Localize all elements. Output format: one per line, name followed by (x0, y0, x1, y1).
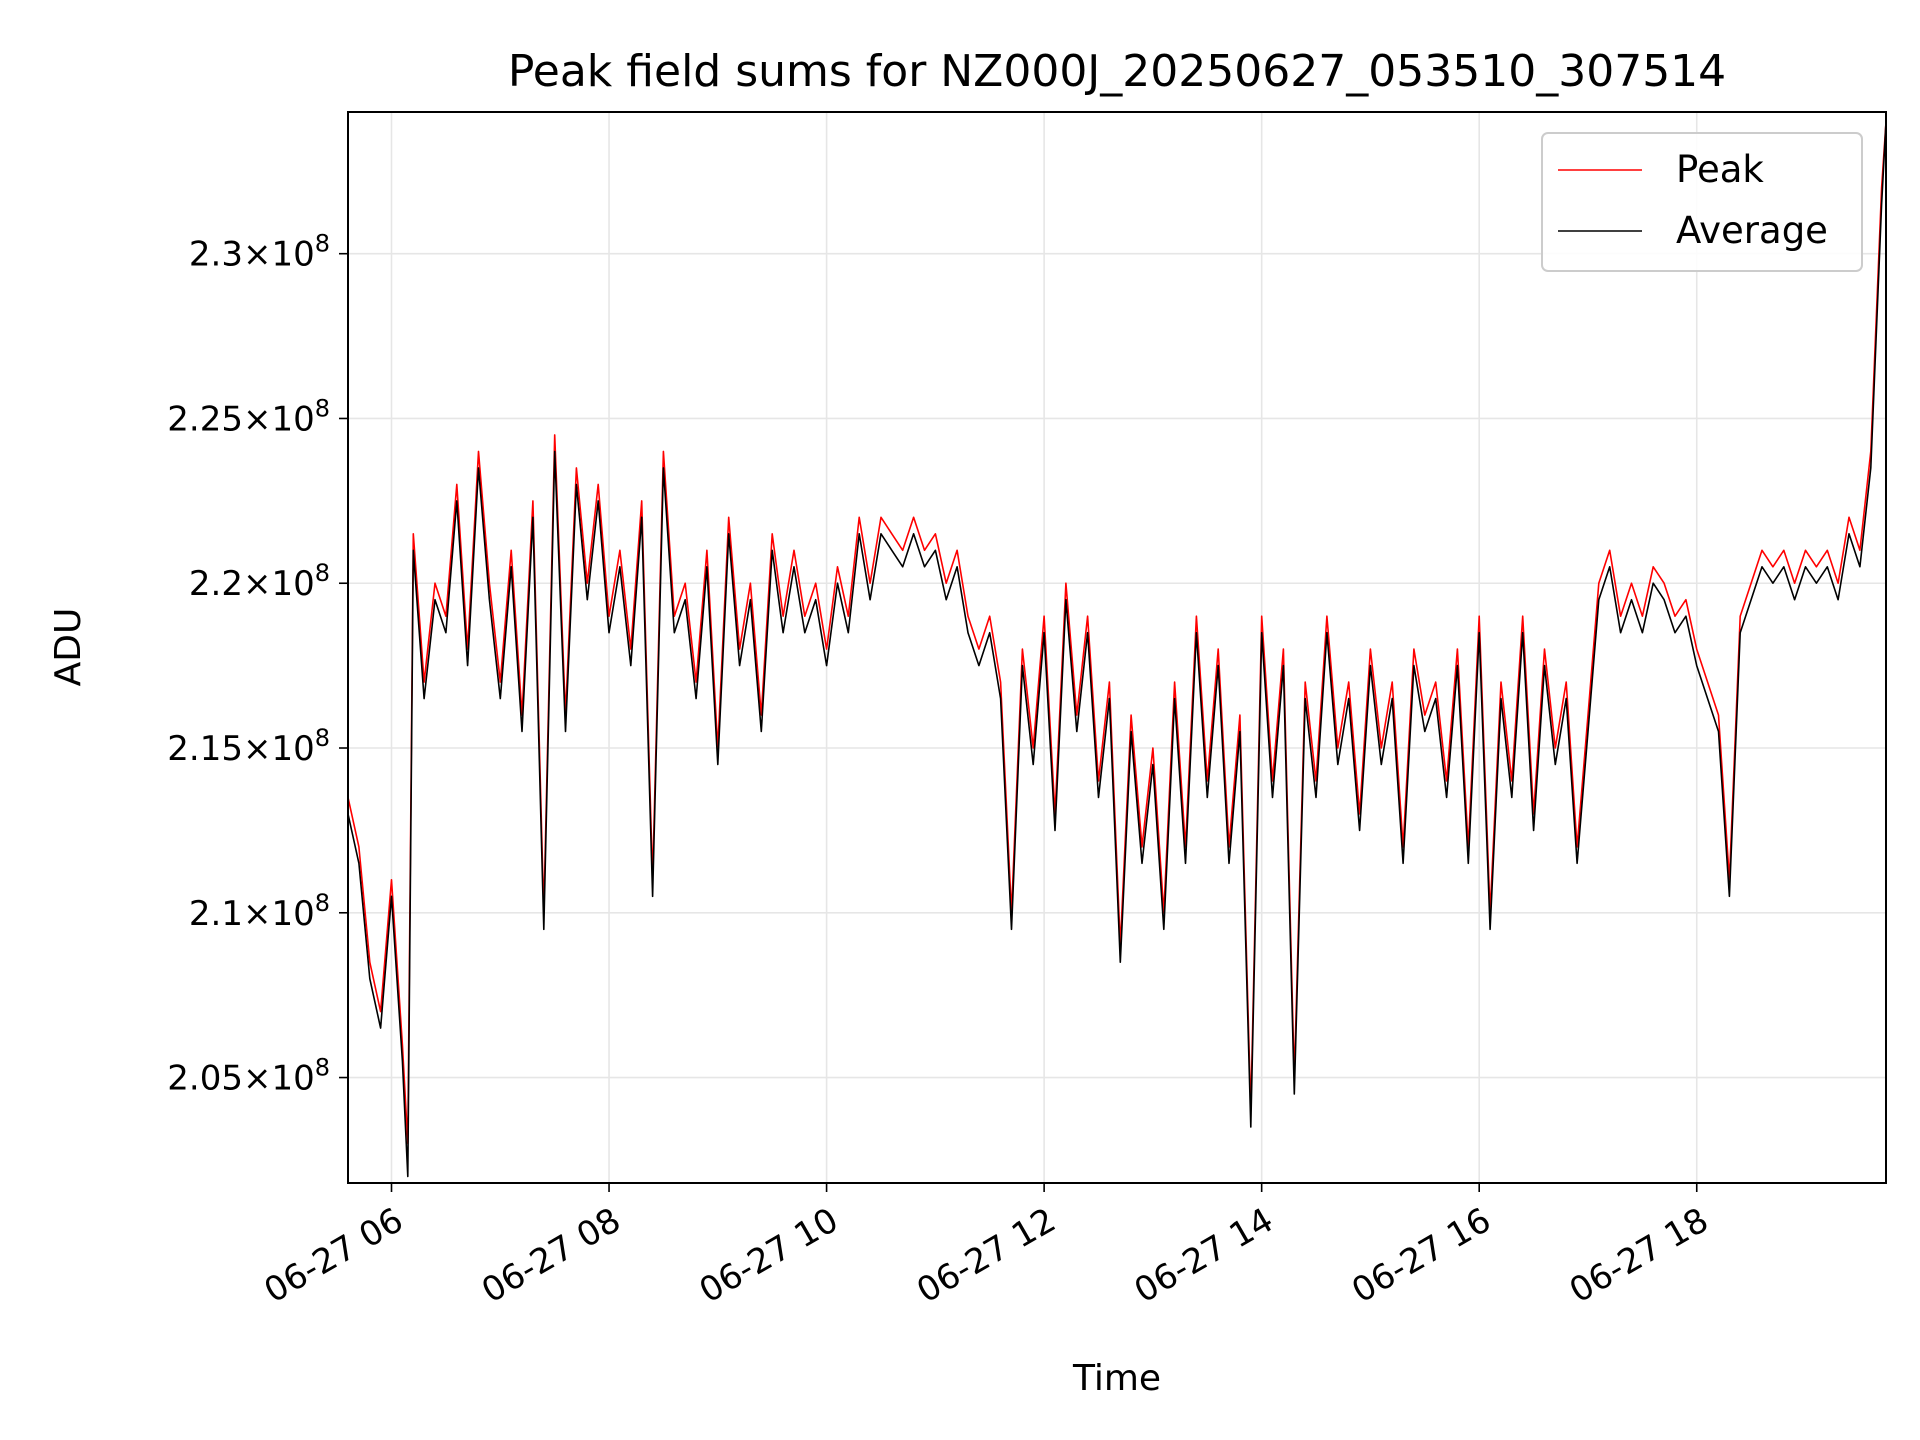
y-tick-base: 10 (271, 1059, 314, 1099)
series-layer (348, 121, 1886, 1178)
x-axis-label: Time (1072, 1358, 1161, 1399)
y-tick-exponent: 8 (315, 889, 330, 917)
y-tick-mantissa: 2.05 (167, 1059, 243, 1099)
y-tick-mantissa: 2.3 (189, 235, 243, 275)
y-tick-mantissa: 2.2 (189, 564, 243, 604)
y-tick-mantissa: 2.15 (167, 729, 243, 769)
y-tick-times: × (243, 235, 272, 275)
y-tick-times: × (243, 564, 272, 604)
y-tick-exponent: 8 (315, 1054, 330, 1082)
y-tick-base: 10 (271, 564, 314, 604)
y-tick-times: × (243, 729, 272, 769)
y-tick-label: 2.15×108 (167, 724, 330, 769)
y-tick-exponent: 8 (315, 724, 330, 752)
y-tick-times: × (243, 1059, 272, 1099)
y-tick-label: 2.05×108 (167, 1054, 330, 1099)
y-tick-times: × (243, 894, 272, 934)
series-line-average (348, 121, 1886, 1178)
y-tick-mantissa: 2.25 (167, 399, 243, 439)
y-tick-label: 2.3×108 (189, 230, 330, 275)
y-tick-label: 2.1×108 (189, 889, 330, 934)
y-tick-base: 10 (271, 399, 314, 439)
legend-frame (1541, 132, 1863, 272)
y-tick-base: 10 (271, 729, 314, 769)
y-tick-times: × (243, 399, 272, 439)
y-tick-exponent: 8 (315, 230, 330, 258)
y-tick-label: 2.2×108 (189, 559, 330, 604)
plot-frame (347, 111, 1887, 1184)
legend-label-peak: Peak (1676, 148, 1764, 191)
y-tick-exponent: 8 (315, 559, 330, 587)
y-axis: 2.05×1082.1×1082.15×1082.2×1082.25×1082.… (167, 230, 348, 1099)
y-tick-base: 10 (271, 235, 314, 275)
y-tick-base: 10 (271, 894, 314, 934)
y-axis-label: ADU (48, 608, 89, 687)
legend-label-average: Average (1676, 209, 1828, 252)
y-tick-mantissa: 2.1 (189, 894, 243, 934)
chart-title: Peak field sums for NZ000J_20250627_0535… (508, 46, 1726, 97)
y-tick-label: 2.25×108 (167, 394, 330, 439)
y-tick-exponent: 8 (315, 394, 330, 422)
legend: Peak Average (1541, 132, 1863, 272)
